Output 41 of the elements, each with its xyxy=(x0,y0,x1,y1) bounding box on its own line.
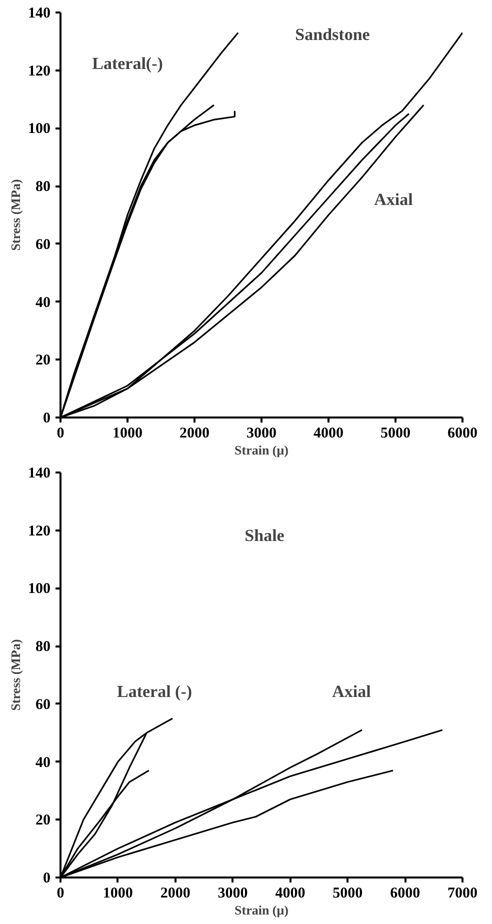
y-tick-label: 60 xyxy=(36,236,50,253)
annotation: Lateral(-) xyxy=(92,54,163,73)
x-tick-label: 5000 xyxy=(332,886,363,902)
x-tick-label: 0 xyxy=(56,886,64,902)
x-tick-label: 2000 xyxy=(180,426,210,442)
x-tick-label: 0 xyxy=(56,426,64,442)
annotation: Axial xyxy=(374,190,414,209)
y-axis-title: Stress (MPa) xyxy=(8,639,23,711)
y-tick-label: 0 xyxy=(43,870,50,886)
x-axis-title: Strain (μ) xyxy=(234,902,288,918)
x-tick-label: 3000 xyxy=(218,886,248,902)
x-axis-title: Strain (μ) xyxy=(234,442,288,458)
x-tick-label: 1000 xyxy=(112,426,142,442)
x-tick-label: 2000 xyxy=(160,886,190,902)
x-tick-label: 6000 xyxy=(448,426,478,442)
y-tick-label: 80 xyxy=(36,639,50,656)
x-tick-label: 5000 xyxy=(380,426,410,442)
x-tick-label: 1000 xyxy=(102,886,133,902)
annotation: Lateral (-) xyxy=(116,682,192,701)
y-tick-label: 140 xyxy=(28,466,50,482)
y-tick-label: 80 xyxy=(36,179,50,196)
y-tick-label: 40 xyxy=(36,754,50,771)
y-tick-label: 0 xyxy=(43,410,50,426)
y-tick-label: 100 xyxy=(28,581,50,598)
y-tick-label: 120 xyxy=(28,523,50,540)
y-axis-title: Stress (MPa) xyxy=(8,179,23,251)
x-tick-label: 7000 xyxy=(448,886,478,902)
annotation: Sandstone xyxy=(295,25,370,44)
annotation: Shale xyxy=(244,526,285,545)
y-tick-label: 120 xyxy=(28,63,50,80)
y-tick-label: 20 xyxy=(36,812,50,829)
y-tick-label: 100 xyxy=(28,121,50,138)
x-tick-label: 4000 xyxy=(275,886,306,902)
x-tick-label: 6000 xyxy=(390,886,420,902)
annotation: Axial xyxy=(332,682,372,701)
x-tick-label: 3000 xyxy=(246,426,276,442)
y-tick-label: 140 xyxy=(28,6,50,22)
y-tick-label: 40 xyxy=(36,294,50,311)
y-tick-label: 60 xyxy=(36,696,50,713)
x-tick-label: 4000 xyxy=(314,426,344,442)
y-tick-label: 20 xyxy=(36,352,50,369)
